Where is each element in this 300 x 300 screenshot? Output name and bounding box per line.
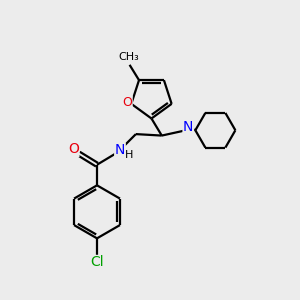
- Text: O: O: [122, 96, 132, 109]
- Text: N: N: [183, 120, 194, 134]
- Text: Cl: Cl: [90, 256, 104, 269]
- Text: H: H: [124, 150, 133, 160]
- Text: O: O: [68, 142, 79, 156]
- Text: N: N: [115, 143, 125, 157]
- Text: CH₃: CH₃: [118, 52, 139, 61]
